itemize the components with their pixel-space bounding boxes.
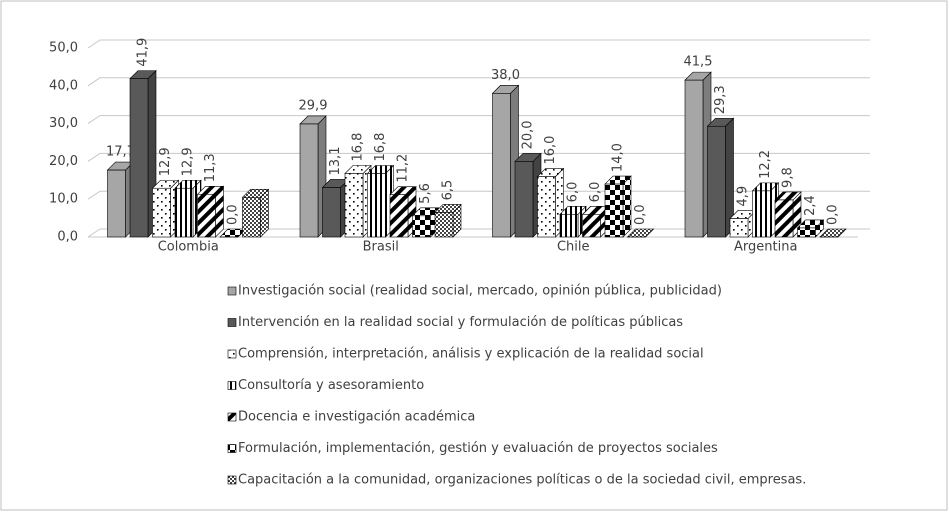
bar [299, 123, 319, 238]
bar [604, 183, 624, 238]
bar [107, 169, 126, 238]
bar [242, 197, 261, 238]
legend-marker [227, 349, 237, 359]
data-label: 6,0 [566, 182, 581, 203]
legend-label: Investigación social (realidad social, m… [238, 284, 722, 299]
data-label: 16,0 [543, 136, 558, 165]
grid-line [87, 77, 870, 87]
y-tick-label: 0,0 [57, 230, 78, 245]
bar [729, 218, 749, 238]
bar [197, 193, 216, 238]
bar [774, 199, 794, 238]
bar [412, 215, 431, 238]
data-label: 11,3 [203, 153, 218, 182]
y-tick-label: 10,0 [49, 192, 78, 207]
data-label: 6,0 [588, 182, 603, 203]
data-label: 41,9 [136, 38, 151, 67]
x-tick-label: Colombia [158, 240, 219, 255]
data-label: 9,8 [781, 167, 796, 188]
data-label: 12,2 [758, 150, 773, 179]
bar-side [215, 185, 224, 238]
bar [752, 190, 771, 238]
data-label: 16,8 [351, 133, 366, 162]
data-label: 38,0 [491, 68, 520, 83]
data-label: 16,8 [373, 133, 388, 162]
data-label: 13,1 [328, 147, 343, 176]
bar-side [622, 175, 632, 238]
data-label: 29,3 [713, 85, 728, 114]
legend-label: Formulación, implementación, gestión y e… [238, 441, 718, 456]
bar [434, 212, 454, 238]
bar [582, 214, 601, 238]
bar [492, 93, 511, 238]
legend-marker [227, 318, 237, 327]
y-tick-label: 40,0 [49, 78, 78, 93]
y-tick-label: 30,0 [49, 116, 78, 131]
legend-label: Comprensión, interpretación, análisis y … [238, 347, 704, 362]
data-label: 20,0 [521, 120, 536, 149]
data-label: 2,4 [803, 195, 818, 216]
bar [514, 161, 534, 238]
data-label: 5,6 [418, 183, 433, 204]
data-label: 17,7 [106, 145, 135, 160]
legend-marker [227, 475, 237, 485]
x-tick-label: Chile [557, 240, 590, 255]
legend-marker [227, 444, 237, 453]
bar [707, 125, 726, 238]
data-label: 12,9 [158, 147, 173, 176]
grid-line [87, 39, 870, 49]
data-label: 41,5 [684, 55, 713, 70]
bar [537, 176, 556, 238]
legend-label: Docencia e investigación académica [238, 410, 475, 425]
bar [797, 227, 816, 238]
bar [174, 187, 194, 238]
legend-marker [227, 286, 237, 296]
legend-label: Consultoría y asesoramiento [238, 378, 424, 393]
legend-marker [227, 412, 237, 422]
data-label: 0,0 [226, 204, 241, 225]
data-label: 29,9 [299, 98, 328, 113]
bar [322, 187, 341, 238]
data-label: 12,9 [181, 147, 196, 176]
bar [344, 173, 364, 238]
grid-line [87, 115, 870, 125]
bar [684, 79, 704, 238]
x-tick-label: Argentina [734, 240, 797, 255]
y-tick-label: 50,0 [49, 41, 78, 56]
y-tick-label: 20,0 [49, 154, 78, 169]
bar [152, 187, 171, 238]
legend-label: Intervención en la realidad social y for… [238, 315, 683, 330]
data-label: 0,0 [633, 204, 648, 225]
data-label: 11,2 [396, 154, 411, 183]
data-label: 0,0 [826, 204, 841, 225]
data-label: 4,9 [736, 186, 751, 207]
data-label: 14,0 [611, 143, 626, 172]
bar [389, 194, 409, 238]
bar [367, 173, 386, 238]
data-label: 6,5 [441, 180, 456, 201]
bar [129, 78, 149, 238]
legend-label: Capacitación a la comunidad, organizacio… [238, 473, 806, 488]
grid-line [87, 152, 870, 162]
x-tick-label: Brasil [363, 240, 399, 255]
legend-marker [227, 381, 237, 390]
bar [559, 214, 579, 238]
